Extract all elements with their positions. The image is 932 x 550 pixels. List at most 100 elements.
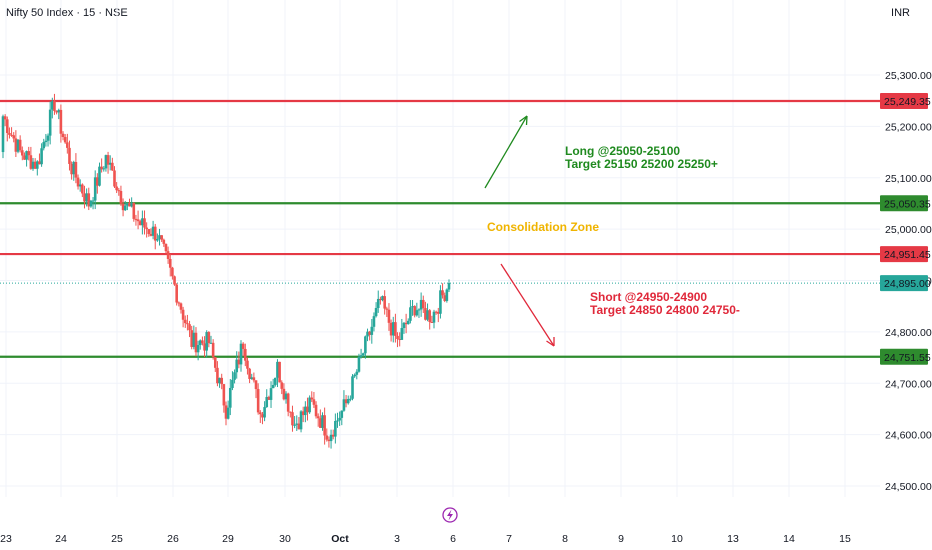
candle-body [374,307,378,317]
candle-body [160,235,163,240]
price-levels [0,99,880,358]
candle-body [447,283,451,290]
candle-body [126,202,129,206]
x-tick-label: 26 [167,533,179,545]
candle-body [108,162,112,165]
candle-body [340,410,344,418]
candle-body [186,323,189,325]
candle-body [308,397,311,413]
candle-body [349,398,352,400]
candle-body [117,190,121,192]
x-tick-label: 29 [222,533,234,545]
lightning-icon[interactable] [442,507,458,523]
long-arrow-head [519,115,528,126]
y-tick-label: 24,800.00 [885,327,932,339]
level-price-label-bg [880,246,928,263]
candle-body [48,109,52,136]
candle-body [235,359,239,373]
candle-body [361,353,365,356]
candle-body [327,439,331,442]
candle-body [267,396,271,400]
price-axis[interactable]: 24,500.00 24,600.00 24,700.00 24,800.00 24,9… [880,70,932,493]
candle-body [183,319,187,324]
candle-body [426,310,429,320]
candle-body [44,140,48,143]
candle-body [331,434,335,437]
candle-body [5,119,9,133]
y-tick-label: 24,600.00 [885,430,932,442]
candle-body [121,203,125,211]
candle-body [434,311,438,313]
time-axis[interactable]: 23 24 25 26 29 30 Oct 3 6 7 8 9 10 13 14 15 [0,533,851,545]
candle-body [113,170,116,187]
candle-body [51,101,54,110]
candle-body [417,309,421,311]
x-tick-label: 13 [727,533,739,545]
candle-body [250,377,254,379]
candle-body [164,243,168,252]
candle-body [196,345,200,353]
candle-body [261,414,264,418]
candle-body [402,322,406,329]
candle-body [46,135,50,141]
x-tick-label: 14 [783,533,795,545]
candle-body [286,393,290,412]
candle-body [207,332,211,344]
candle-body [400,328,404,340]
candle-body [3,116,7,120]
candle-body [132,203,136,219]
candle-body [115,186,118,191]
candle-body [63,137,67,143]
candle-body [57,109,61,113]
candle-body [233,372,236,380]
y-tick-label: 25,300.00 [885,70,932,82]
y-tick-label: 25,200.00 [885,121,932,133]
level-price-label: 24,951.45 [884,249,931,261]
candle-body [271,384,275,389]
candle-body [175,284,178,303]
candle-body [366,331,369,337]
candle-body [179,303,183,310]
level-price-label: 25,050.35 [884,198,931,210]
candle-body [430,321,434,323]
candle-body [55,111,58,113]
candle-body [404,322,408,325]
candle-body [385,308,389,310]
candle-body [310,397,314,400]
candle-body [421,299,425,309]
candle-body [346,398,350,404]
current-price-label: 24,895.00 [884,278,931,290]
candle-body [158,235,161,239]
candle-body [66,142,69,148]
candle-body [351,376,354,399]
level-price-label: 25,249.35 [884,96,931,108]
candle-body [432,311,436,323]
short-target-text: Target 24850 24800 24750- [590,303,740,317]
candle-body [329,434,333,442]
candle-body [224,405,228,419]
candle-body [336,420,339,422]
level-price-label-bg [880,348,928,365]
candle-body [297,423,301,430]
candle-body [248,368,251,379]
candle-body [441,290,444,296]
candle-body [171,267,174,277]
chart-title: Nifty 50 Index · 15 · NSE [6,7,128,19]
y-tick-label: 25,100.00 [885,173,932,185]
candle-body [70,163,73,175]
candle-body [91,200,95,202]
candle-body [370,326,374,335]
candle-body [353,374,356,377]
long-arrow [484,115,528,189]
candle-body [289,411,292,413]
candle-body [136,219,140,222]
x-tick-label: 7 [506,533,512,545]
candle-body [359,355,363,357]
candle-body [419,299,423,310]
candle-body [314,404,318,417]
candle-body [383,296,386,309]
x-tick-label: 23 [0,533,12,545]
candle-body [280,382,284,389]
candle-body [145,227,148,230]
